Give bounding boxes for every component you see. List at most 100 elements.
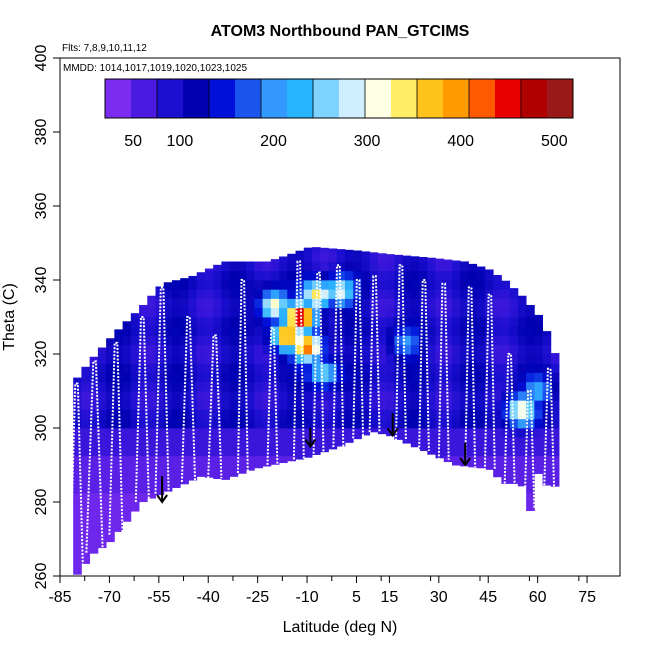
heatmap-cell [155,465,165,475]
heatmap-cell [73,446,82,457]
heatmap-cell [262,289,272,299]
heatmap-cell [550,381,560,392]
heatmap-cell [163,344,173,355]
heatmap-cell [394,372,403,383]
heatmap-cell [89,492,99,503]
heatmap-cell [229,270,239,281]
heatmap-cell [377,381,387,392]
heatmap-cell [386,270,395,281]
heatmap-cell [542,465,552,475]
heatmap-cell [493,275,502,281]
heatmap-cell [468,446,478,457]
heatmap-cell [122,391,132,401]
heatmap-cell [303,446,313,457]
heatmap-cell [254,391,263,401]
heatmap-cell [328,354,338,364]
heatmap-cell [435,261,445,272]
heatmap-cell [328,446,338,450]
colorbar-swatch [391,79,418,118]
heatmap-cell [287,344,296,355]
heatmap-cell [237,307,247,318]
heatmap-cell [526,428,535,438]
heatmap-cell [246,289,255,299]
heatmap-cell [427,391,436,401]
heatmap-cell [73,539,82,549]
dates-note: MMDD: 1014,1017,1019,1020,1023,1025 [63,63,247,74]
heatmap-cell [394,391,403,401]
heatmap-cell [287,326,296,336]
heatmap-cell [122,483,132,494]
heatmap-cell [534,326,543,336]
x-tick-label: 45 [479,589,497,606]
heatmap-cell [106,338,115,346]
heatmap-cell [452,261,461,272]
heatmap-cell [312,381,321,392]
heatmap-cell [279,437,288,447]
heatmap-cell [188,326,198,336]
colorbar-swatch [183,79,210,118]
heatmap-cell [172,446,181,457]
heatmap-cell [386,354,395,364]
heatmap-cell [279,400,288,410]
heatmap-cell [237,372,247,383]
heatmap-cell [254,326,263,336]
heatmap-cell [188,455,198,466]
heatmap-cell [97,381,107,392]
heatmap-cell [361,280,371,290]
heatmap-cell [419,381,428,392]
heatmap-cell [435,258,445,262]
heatmap-cell [312,437,321,447]
heatmap-cell [122,418,132,429]
colorbar-swatch [339,79,366,118]
heatmap-cell [114,428,123,438]
heatmap-cell [155,446,165,457]
heatmap-cell [262,317,272,327]
x-tick-label: -85 [48,589,71,606]
heatmap-cell [353,261,362,272]
heatmap-cell [377,289,387,299]
heatmap-cell [279,391,288,401]
heatmap-cell [509,465,519,475]
heatmap-cell [328,248,338,253]
heatmap-cell [386,363,395,373]
heatmap-cell [377,428,387,435]
heatmap-cell [443,259,453,262]
heatmap-cell [287,298,296,309]
heatmap-cell [295,446,305,457]
heatmap-cell [476,372,486,383]
heatmap-cell [254,280,263,290]
heatmap-cell [550,353,560,355]
heatmap-cell [196,418,206,429]
arrow-head [304,438,317,449]
heatmap-cell [180,428,189,438]
heatmap-cell [452,437,461,447]
heatmap-cell [97,409,107,420]
heatmap-cell [237,261,247,272]
heatmap-cell [410,280,420,290]
heatmap-cell [106,381,115,392]
heatmap-cell [377,354,387,364]
heatmap-cell [369,372,379,383]
heatmap-cell [369,335,379,346]
heatmap-cell [361,391,371,401]
heatmap-cell [344,298,354,309]
colorbar-swatch [469,79,496,118]
heatmap-cell [147,446,156,457]
heatmap-cell [402,391,412,401]
heatmap-cell [402,335,412,346]
heatmap-cell [443,261,453,272]
heatmap-cell [188,317,198,327]
heatmap-cell [484,335,494,346]
heatmap-cell [114,335,123,346]
heatmap-cell [353,409,362,420]
heatmap-cell [452,418,461,429]
heatmap-cell [435,326,445,336]
heatmap-cell [460,261,469,272]
heatmap-cell [237,428,247,438]
heatmap-cell [279,409,288,420]
heatmap-cell [369,317,379,327]
heatmap-cell [476,270,486,281]
heatmap-cell [394,363,403,373]
heatmap-cell [188,363,198,373]
heatmap-cell [130,465,140,475]
